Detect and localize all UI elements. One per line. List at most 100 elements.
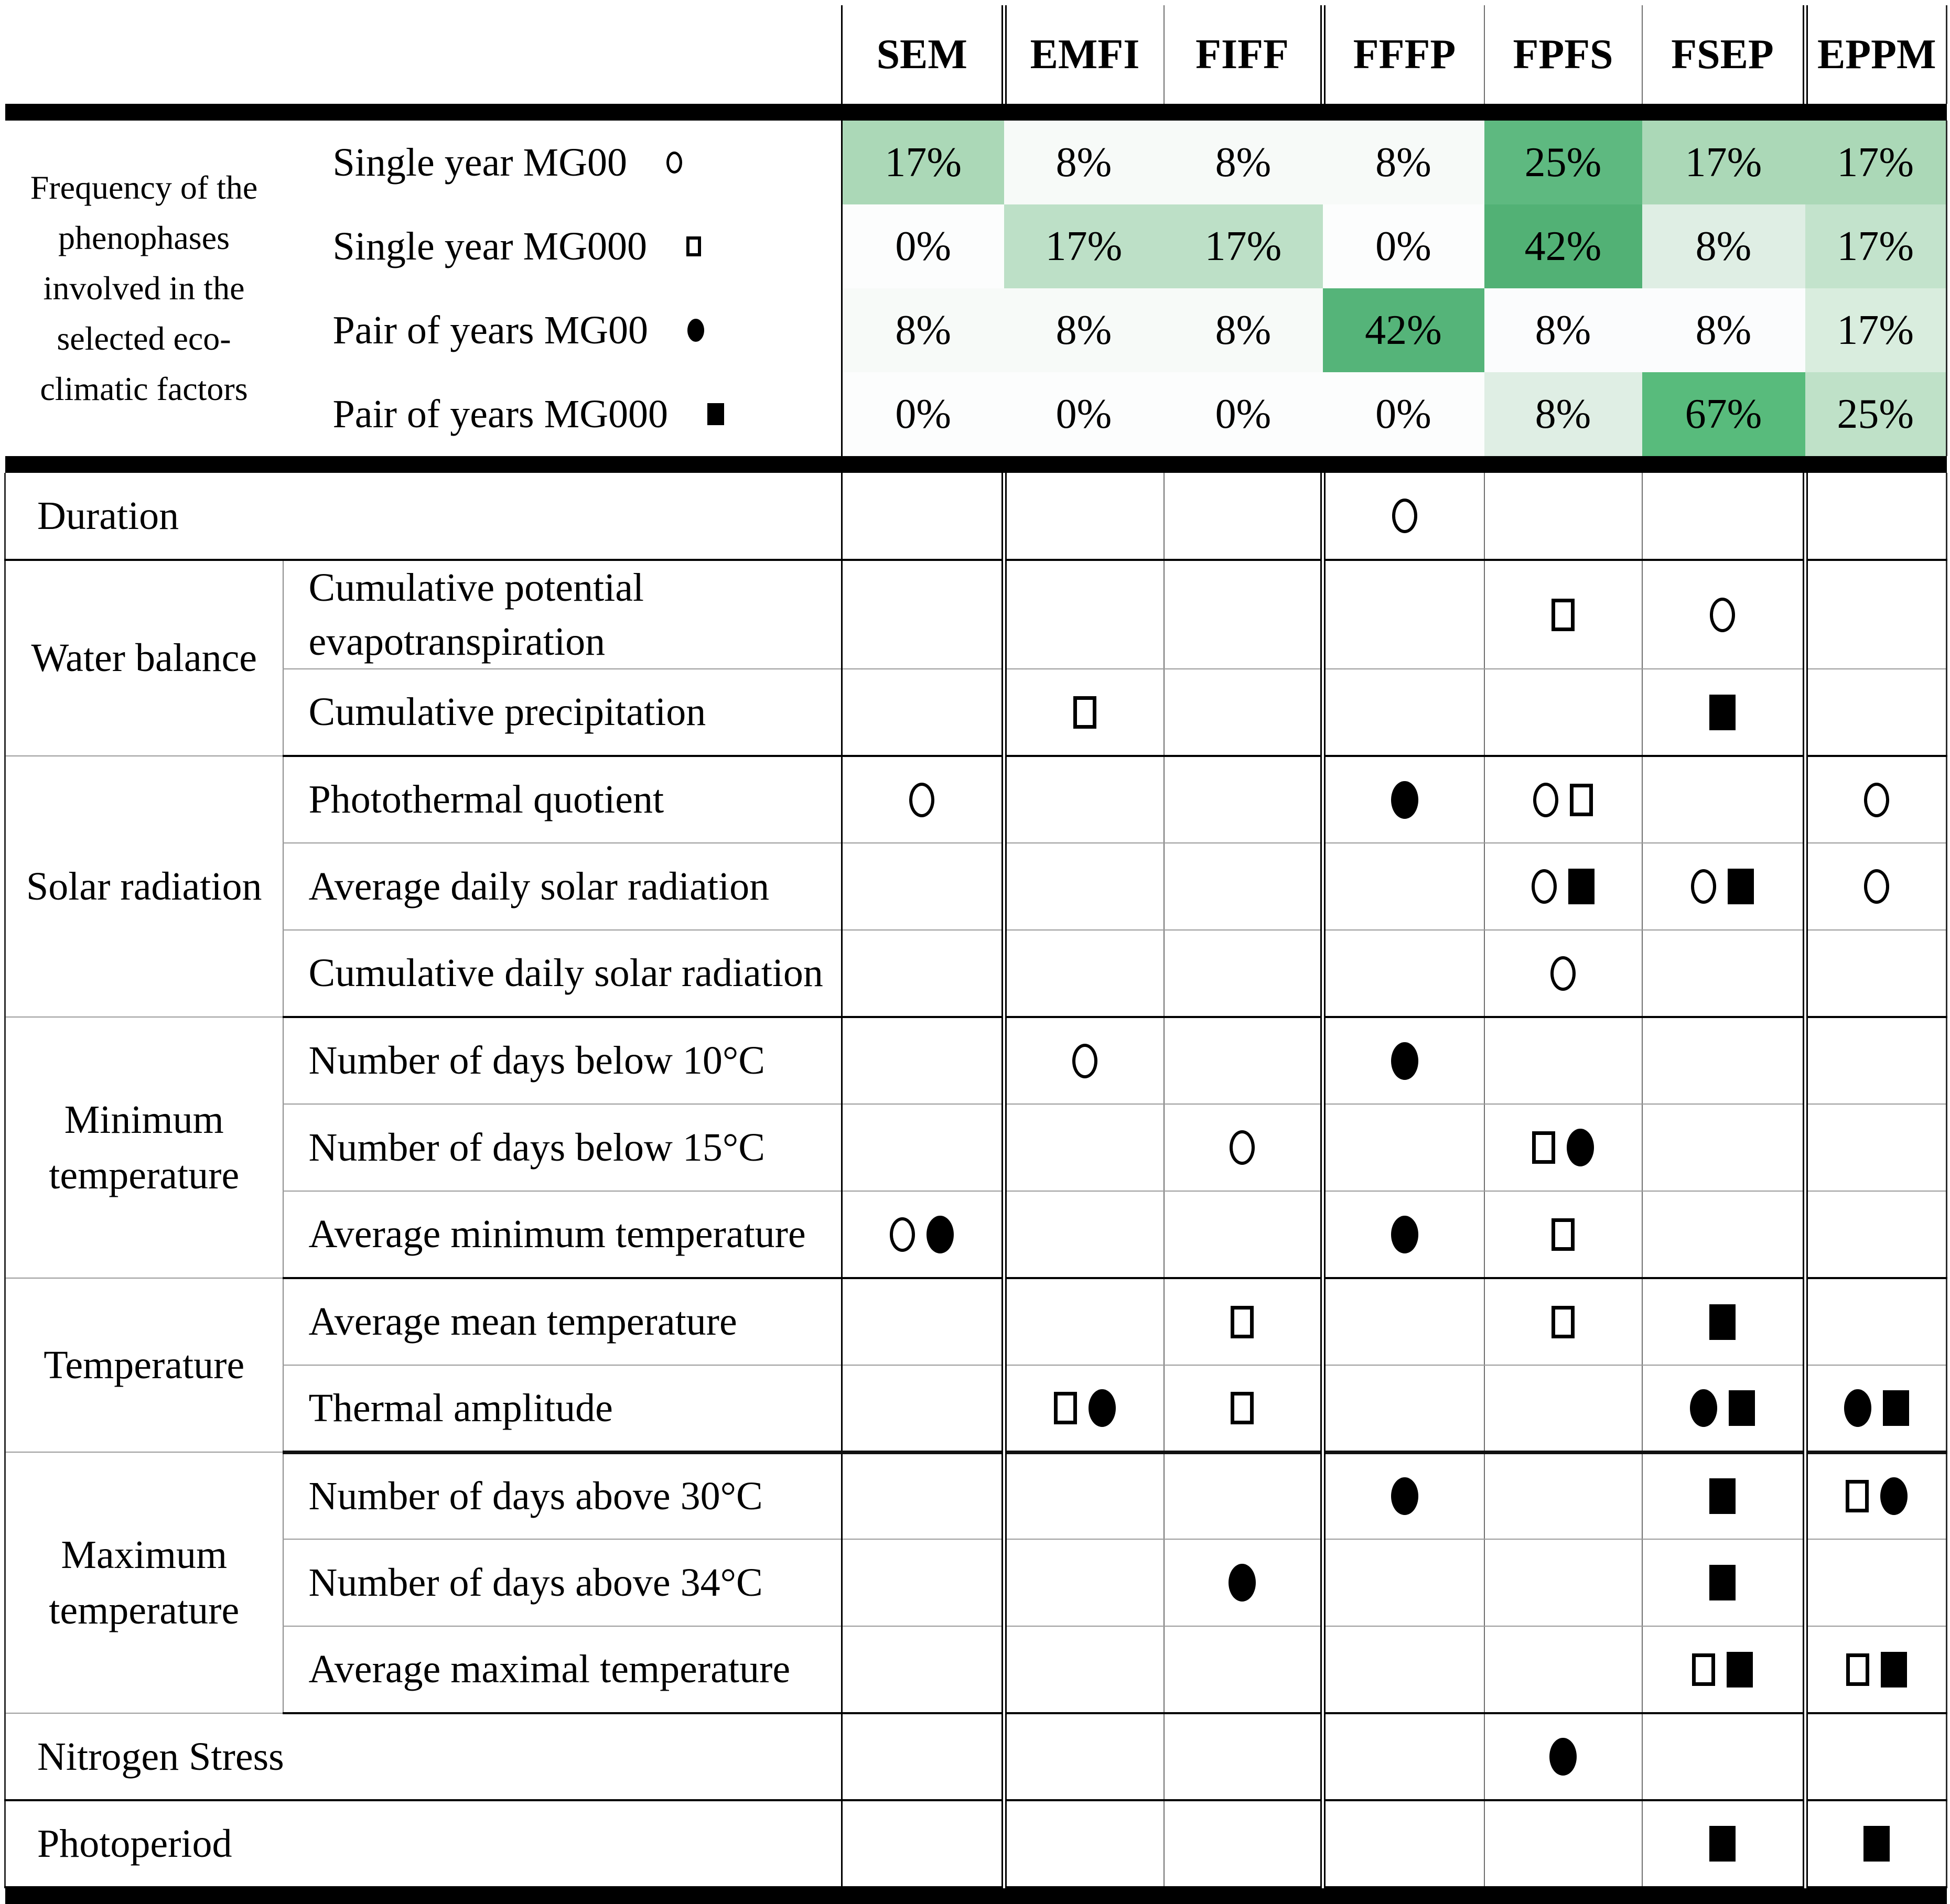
matrix-cell-fffp	[1320, 1365, 1484, 1454]
matrix-cell-fffp	[1320, 560, 1484, 670]
matrix-cell-eppm	[1802, 669, 1947, 758]
matrix-cell-fsep	[1641, 1800, 1805, 1889]
filled-square-icon	[1729, 1390, 1755, 1426]
matrix-cell-fffp	[1320, 473, 1484, 561]
matrix-cell-fffp	[1320, 843, 1484, 931]
row-label: Nitrogen Stress	[4, 1713, 842, 1802]
heatmap-cell-sem: 0%	[841, 372, 1004, 456]
matrix-cell-sem	[841, 1104, 1004, 1192]
column-header-fpfs: FPFS	[1483, 5, 1642, 104]
matrix-cell-eppm	[1802, 473, 1947, 561]
heatmap-cell-emfi: 8%	[1004, 121, 1164, 204]
matrix-cell-fsep	[1641, 1278, 1805, 1366]
open-square-icon	[1552, 1305, 1575, 1338]
matrix-cell-emfi	[1001, 1104, 1164, 1192]
open-square-icon	[1073, 696, 1096, 729]
matrix-cell-fsep	[1641, 1539, 1805, 1627]
legend-row-label: Pair of years MG000	[283, 372, 842, 456]
legend-row-label: Single year MG00	[283, 121, 842, 204]
group-label: Temperature	[4, 1278, 283, 1453]
phenophase-table: SEM EMFI FIFF FFFP FPFS FSEP EPPM Frequency of …	[4, 5, 1947, 1904]
matrix-cell-sem	[841, 1539, 1004, 1627]
heatmap-cell-fpfs: 42%	[1484, 204, 1642, 288]
header-corner	[5, 5, 842, 104]
matrix-cell-fffp	[1320, 930, 1484, 1019]
row-label: Thermal amplitude	[282, 1365, 842, 1454]
matrix-cell-fiff	[1163, 669, 1323, 758]
matrix-cell-fiff	[1163, 1539, 1323, 1627]
matrix-cell-sem	[841, 1017, 1004, 1105]
matrix-cell-fiff	[1163, 1104, 1323, 1192]
row-label: Cumulative daily solar radiation	[282, 930, 842, 1019]
column-header-sem: SEM	[841, 5, 1004, 104]
matrix-cell-fiff	[1163, 1365, 1323, 1454]
heatmap-cell-fsep: 8%	[1642, 204, 1805, 288]
matrix-cell-fpfs	[1483, 756, 1642, 844]
heatmap-cell-sem: 8%	[841, 288, 1004, 372]
filled-square-icon	[1881, 1651, 1908, 1687]
legend-entry: Single year MG000	[283, 224, 842, 269]
matrix-cell-eppm	[1802, 843, 1947, 931]
heatmap-cell-fsep: 17%	[1642, 121, 1805, 204]
heatmap-cell-fpfs: 25%	[1484, 121, 1642, 204]
matrix-cell-eppm	[1802, 930, 1947, 1019]
matrix-cell-eppm	[1802, 1713, 1947, 1802]
legend-row-label: Single year MG000	[283, 204, 842, 288]
matrix-cell-sem	[841, 1626, 1004, 1715]
matrix-cell-sem	[841, 473, 1004, 561]
filled-square-icon	[1709, 1478, 1736, 1514]
open-circle-icon	[1864, 869, 1890, 904]
matrix-cell-emfi	[1001, 473, 1164, 561]
filled-circle-icon	[1391, 1215, 1418, 1253]
row-label: Duration	[4, 473, 842, 561]
open-square-icon	[1846, 1653, 1870, 1686]
filled-circle-icon	[1391, 1042, 1418, 1080]
row-label: Average daily solar radiation	[282, 843, 842, 931]
row-label: Photothermal quotient	[282, 756, 842, 844]
matrix-cell-fpfs	[1483, 1365, 1642, 1454]
matrix-cell-emfi	[1001, 1800, 1164, 1889]
heatmap-cell-eppm: 17%	[1805, 288, 1947, 372]
open-square-icon	[1552, 1218, 1575, 1251]
legend-entry: Pair of years MG000	[283, 392, 842, 437]
row-label: Number of days above 30°C	[282, 1452, 842, 1540]
open-circle-icon	[1710, 597, 1735, 632]
matrix-cell-fffp	[1320, 1539, 1484, 1627]
matrix-cell-fffp	[1320, 1191, 1484, 1280]
legend-row-label: Pair of years MG00	[283, 288, 842, 372]
matrix-cell-sem	[841, 843, 1004, 931]
matrix-cell-fsep	[1641, 843, 1805, 931]
matrix-cell-eppm	[1802, 1452, 1947, 1540]
matrix-cell-fpfs	[1483, 843, 1642, 931]
heatmap-cell-fiff: 17%	[1163, 204, 1323, 288]
matrix-cell-fsep	[1641, 1365, 1805, 1454]
group-label: Solar radiation	[4, 756, 283, 1018]
legend-label: Single year MG000	[332, 224, 647, 268]
open-circle-icon	[909, 782, 935, 817]
group-label: Minimum temperature	[4, 1017, 283, 1279]
legend-entry: Single year MG00	[283, 140, 842, 186]
row-label: Number of days below 10°C	[282, 1017, 842, 1105]
open-square-icon	[1054, 1391, 1077, 1424]
matrix-cell-emfi	[1001, 669, 1164, 758]
matrix-cell-fsep	[1641, 669, 1805, 758]
heatmap-cell-fffp: 0%	[1322, 372, 1484, 456]
matrix-cell-eppm	[1802, 1800, 1947, 1889]
open-circle-icon	[1550, 956, 1576, 991]
matrix-cell-emfi	[1001, 1713, 1164, 1802]
paper-table-figure: { "columns": ["SEM", "EMFI", "FIFF", "FF…	[0, 5, 1950, 1904]
matrix-cell-emfi	[1001, 1626, 1164, 1715]
filled-circle-icon	[1549, 1738, 1577, 1776]
matrix-cell-sem	[841, 1800, 1004, 1889]
matrix-cell-fffp	[1320, 756, 1484, 844]
open-square-icon	[1532, 1131, 1555, 1164]
filled-square-icon	[1709, 1826, 1736, 1862]
divider-bar	[5, 104, 1947, 121]
matrix-cell-sem	[841, 930, 1004, 1019]
divider-bar	[5, 1887, 1947, 1904]
legend-label: Pair of years MG000	[332, 392, 669, 436]
matrix-cell-fiff	[1163, 843, 1323, 931]
open-circle-icon	[1072, 1043, 1097, 1078]
legend-label: Single year MG00	[332, 140, 627, 185]
matrix-cell-fsep	[1641, 930, 1805, 1019]
